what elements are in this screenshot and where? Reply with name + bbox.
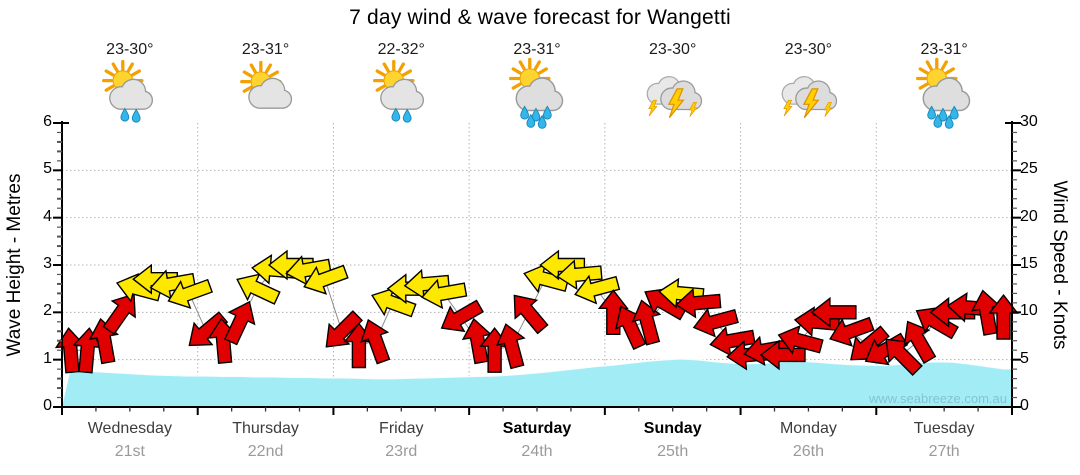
wind-arrow [495,323,526,370]
temp-range-label: 23-31° [920,41,968,58]
wind-axis-tick: 10 [1020,302,1038,320]
wave-axis-tick: 4 [43,207,52,225]
day-name-label: Sunday [643,420,702,437]
day-name-label: Thursday [232,420,299,437]
page-title: 7 day wind & wave forecast for Wangetti [349,6,731,29]
wind-arrow [167,278,213,310]
day-name-label: Wednesday [87,420,172,437]
temp-range-label: 23-30° [649,41,697,58]
wind-arrow [597,289,629,335]
day-name-label: Monday [779,420,837,437]
wind-axis-tick: 15 [1020,255,1038,272]
day-date-label: 25th [657,443,689,460]
wave-axis-tick: 3 [43,255,52,272]
wind-arrow [810,296,857,328]
weather-icon-graphic [101,59,153,123]
wind-arrow [829,316,875,347]
wind-arrow [420,278,468,310]
wind-axis-tick: 25 [1020,160,1038,178]
wind-arrow [440,299,484,333]
wind-arrow [692,307,739,338]
day-name-label: Tuesday [913,420,975,437]
weather-icon-graphic [509,57,564,129]
temp-range-label: 23-31° [241,41,290,58]
wave-axis-tick: 1 [43,349,52,367]
wave-height-area [62,358,1012,407]
wind-arrow [102,293,136,336]
temp-range-label: 23-30° [784,41,833,58]
day-date-label: 21st [114,443,145,460]
day-name-label: Saturday [502,420,572,437]
weather-icon-graphic [916,57,971,129]
weather-icon-graphic [782,75,838,119]
temp-range-label: 22-32° [377,41,425,58]
wind-arrow [325,310,364,348]
wind-arrow [556,259,603,291]
weather-icon-graphic [373,59,425,123]
watermark: www.seabreeze.com.au [868,391,1007,406]
wind-axis-tick: 0 [1020,397,1029,414]
wave-axis-tick: 6 [43,113,52,130]
wave-axis-tick: 5 [43,160,52,178]
day-name-label: Friday [379,420,424,437]
wave-height-line [62,357,1012,380]
day-date-label: 22nd [247,443,284,460]
wind-arrow [360,318,391,365]
wind-axis-tick: 5 [1020,349,1029,367]
wind-arrow [903,320,937,364]
weather-icon-graphic [646,75,702,119]
wind-arrow [759,339,806,371]
temp-range-label: 23-31° [513,41,561,58]
wave-axis-tick: 0 [43,397,52,414]
wind-arrow [574,274,621,305]
day-date-label: 26th [792,443,824,460]
wind-arrow [513,294,549,335]
temp-range-label: 23-30° [106,41,154,58]
wind-arrow [303,264,349,295]
wind-arrow [777,324,824,355]
day-date-label: 23rd [385,443,418,460]
weather-icon-graphic [239,60,292,109]
wind-arrow [188,311,229,347]
wind-arrow [675,287,722,319]
wind-arrow [236,273,281,305]
wind-axis-tick: 30 [1020,113,1038,130]
wind-arrow [223,300,256,346]
day-date-label: 24th [521,443,553,460]
wave-axis-tick: 2 [43,302,52,320]
wind-axis-tick: 20 [1020,207,1038,225]
left-axis-title: Wave Height - Metres [4,173,25,357]
right-axis-title: Wind Speed - Knots [1049,180,1070,350]
day-date-label: 27th [928,443,960,460]
